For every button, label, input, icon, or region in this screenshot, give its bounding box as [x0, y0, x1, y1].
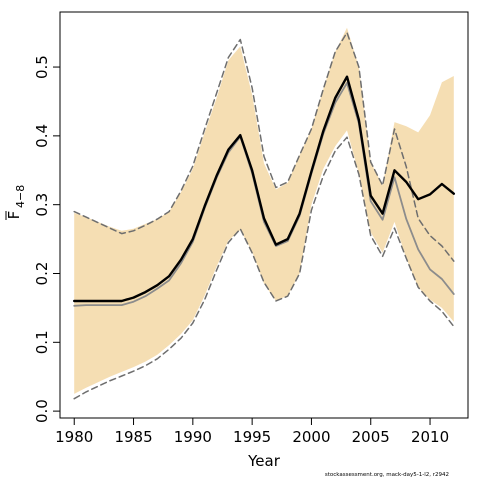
- x-axis-title: Year: [247, 452, 281, 470]
- confidence-band-layer: [74, 27, 454, 394]
- x-axis: 1980 1985 1990 1995 2000 2005 2010: [55, 418, 449, 446]
- x-tick-label: 1980: [55, 428, 93, 446]
- y-axis-title: F 4−8: [5, 185, 27, 220]
- x-tick-label: 1995: [233, 428, 271, 446]
- y-axis-title-main: F: [5, 211, 23, 220]
- y-tick-label: 0.4: [33, 124, 51, 148]
- plot-frame: [59, 11, 469, 419]
- y-tick-label: 0.5: [33, 55, 51, 79]
- y-tick-label: 0.3: [33, 193, 51, 217]
- estimate-line: [72, 75, 455, 303]
- footer-credit: stockassessment.org, mack-day5-1-l2, r29…: [324, 472, 449, 478]
- y-axis: 0.0 0.1 0.2 0.3 0.4 0.5: [33, 55, 60, 423]
- y-axis-title-subscript: 4−8: [14, 185, 27, 208]
- x-tick-label: 2000: [292, 428, 330, 446]
- series-layer: [72, 31, 455, 400]
- x-tick-label: 1990: [174, 428, 212, 446]
- lower-bound-line: [73, 136, 455, 400]
- x-tick-label: 2010: [411, 428, 449, 446]
- y-tick-label: 0.2: [33, 262, 51, 286]
- confidence-band: [74, 27, 454, 394]
- x-tick-label: 2005: [352, 428, 390, 446]
- y-tick-label: 0.1: [33, 330, 51, 354]
- comparison-line: [73, 82, 455, 307]
- upper-bound-line: [73, 31, 455, 262]
- y-tick-label: 0.0: [33, 399, 51, 423]
- x-tick-label: 1985: [114, 428, 152, 446]
